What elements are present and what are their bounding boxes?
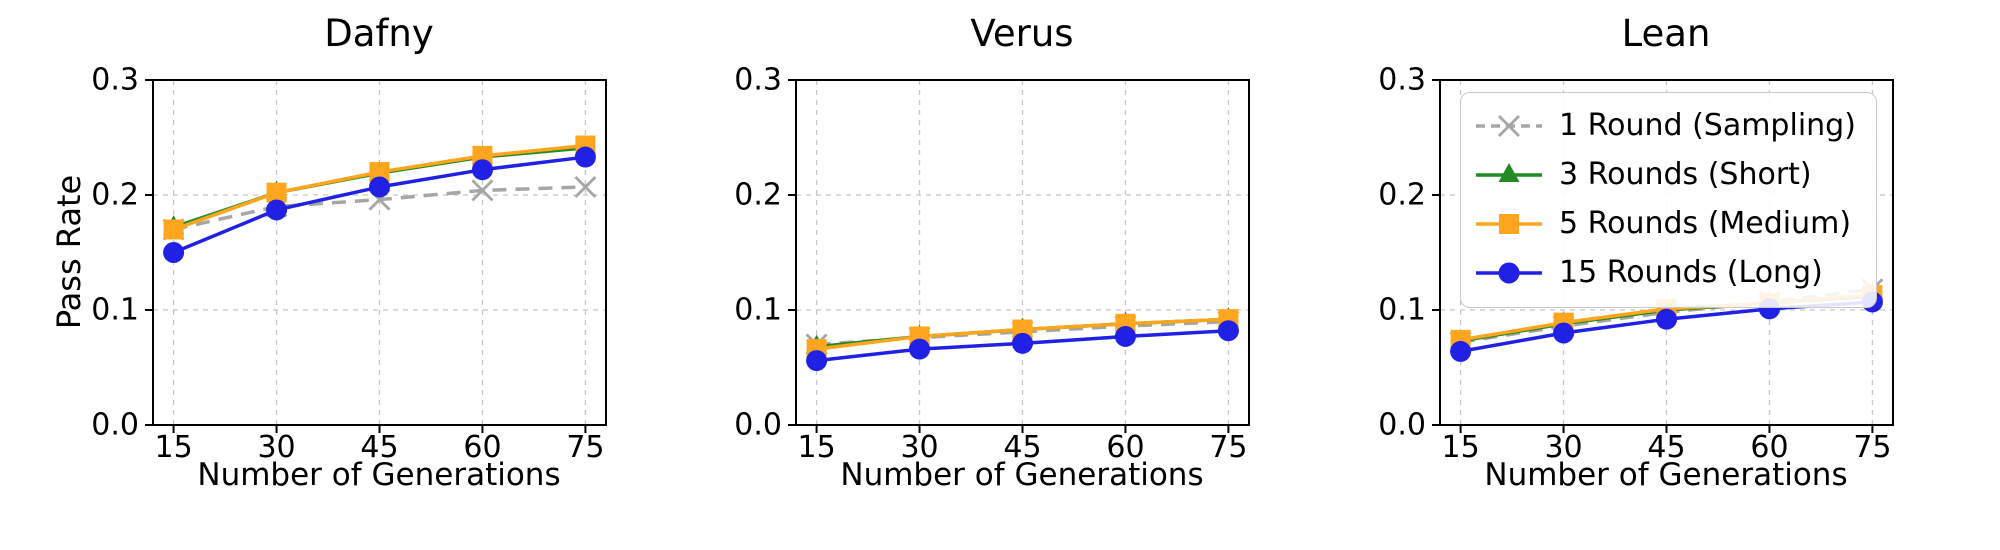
x-marker-icon xyxy=(574,175,597,198)
dashed-x-line-icon xyxy=(1476,114,1542,137)
square-marker-icon xyxy=(266,182,287,203)
square-line-icon xyxy=(1476,213,1542,234)
circle-line-icon xyxy=(1476,262,1542,283)
legend-label: 5 Rounds (Medium) xyxy=(1559,206,1852,241)
circle-marker-icon xyxy=(1012,332,1033,354)
legend-row-15-rounds: 15 Rounds (Long) xyxy=(1474,248,1856,297)
legend-label: 1 Round (Sampling) xyxy=(1559,108,1856,143)
legend-row-1-round: 1 Round (Sampling) xyxy=(1474,101,1856,150)
legend-label: 3 Rounds (Short) xyxy=(1559,157,1812,192)
ticks xyxy=(1432,79,1874,433)
legend-row-5-rounds: 5 Rounds (Medium) xyxy=(1474,199,1856,248)
circle-marker-icon xyxy=(266,199,288,221)
circle-marker-icon xyxy=(369,176,390,198)
triangle-line-icon xyxy=(1476,162,1542,182)
legend: 1 Round (Sampling) 3 Rounds (Short) 5 Ro… xyxy=(1460,92,1877,308)
series-15-rounds-long- xyxy=(806,320,1239,372)
circle-marker-icon xyxy=(1114,325,1136,347)
circle-marker-icon xyxy=(163,242,185,263)
square-marker-icon xyxy=(1499,213,1519,234)
circle-marker-icon xyxy=(1217,320,1239,342)
x-marker-icon xyxy=(1498,114,1520,137)
circle-marker-icon xyxy=(1498,262,1520,283)
legend-label: 15 Rounds (Long) xyxy=(1559,255,1823,290)
panel-dafny xyxy=(145,79,607,433)
circle-marker-icon xyxy=(1450,340,1472,362)
grid xyxy=(153,80,606,425)
circle-marker-icon xyxy=(1553,322,1575,344)
circle-marker-icon xyxy=(909,338,931,360)
legend-row-3-rounds: 3 Rounds (Short) xyxy=(1474,150,1856,199)
triangle-marker-icon xyxy=(1498,162,1520,182)
x-marker-icon xyxy=(471,179,494,202)
circle-marker-icon xyxy=(574,146,596,168)
circle-marker-icon xyxy=(471,159,493,181)
circle-marker-icon xyxy=(1656,308,1677,330)
panel-verus xyxy=(788,79,1250,433)
ticks xyxy=(788,79,1230,433)
square-marker-icon xyxy=(163,219,184,240)
circle-marker-icon xyxy=(806,350,828,372)
ticks xyxy=(145,79,587,433)
series-15-rounds-long- xyxy=(163,146,596,263)
grid xyxy=(796,80,1249,425)
square-marker-icon xyxy=(369,162,390,182)
